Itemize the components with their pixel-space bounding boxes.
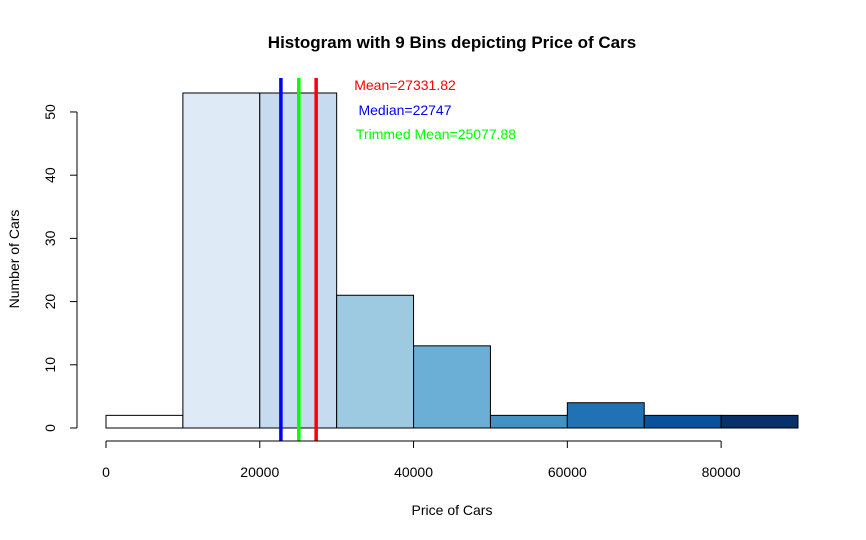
annotation-mean: Mean=27331.82: [354, 77, 456, 93]
x-tick-label: 80000: [702, 464, 741, 480]
chart-title: Histogram with 9 Bins depicting Price of…: [268, 33, 636, 52]
annotation-median: Median=22747: [358, 102, 451, 118]
histogram-bar: [643, 414, 722, 429]
y-axis-label: Number of Cars: [6, 210, 22, 309]
annotations-group: Mean=27331.82 Median=22747 Trimmed Mean=…: [354, 77, 516, 142]
annotation-trimmed-mean: Trimmed Mean=25077.88: [356, 126, 516, 142]
histogram-bar: [413, 345, 491, 429]
x-axis-label: Price of Cars: [412, 502, 493, 518]
x-axis: 0 20000 40000 60000 80000: [102, 440, 741, 480]
x-tick-label: 20000: [240, 464, 279, 480]
y-tick-label: 10: [42, 357, 58, 373]
y-tick-label: 30: [42, 230, 58, 246]
histogram-bar: [182, 92, 261, 429]
x-tick-label: 40000: [394, 464, 433, 480]
x-tick-label: 0: [102, 464, 110, 480]
y-axis: 0 10 20 30 40 50: [42, 104, 78, 432]
reference-lines-group: [279, 78, 318, 441]
histogram-bar: [105, 414, 184, 429]
y-tick-label: 40: [42, 167, 58, 183]
x-tick-label: 60000: [548, 464, 587, 480]
y-tick-label: 20: [42, 294, 58, 310]
y-tick-label: 50: [42, 104, 58, 120]
histogram-bar: [720, 414, 799, 429]
histogram-bar: [566, 402, 645, 429]
y-tick-label: 0: [42, 424, 58, 432]
bars-group: [105, 92, 799, 429]
histogram-bar: [489, 414, 568, 429]
histogram-bar: [336, 294, 415, 429]
